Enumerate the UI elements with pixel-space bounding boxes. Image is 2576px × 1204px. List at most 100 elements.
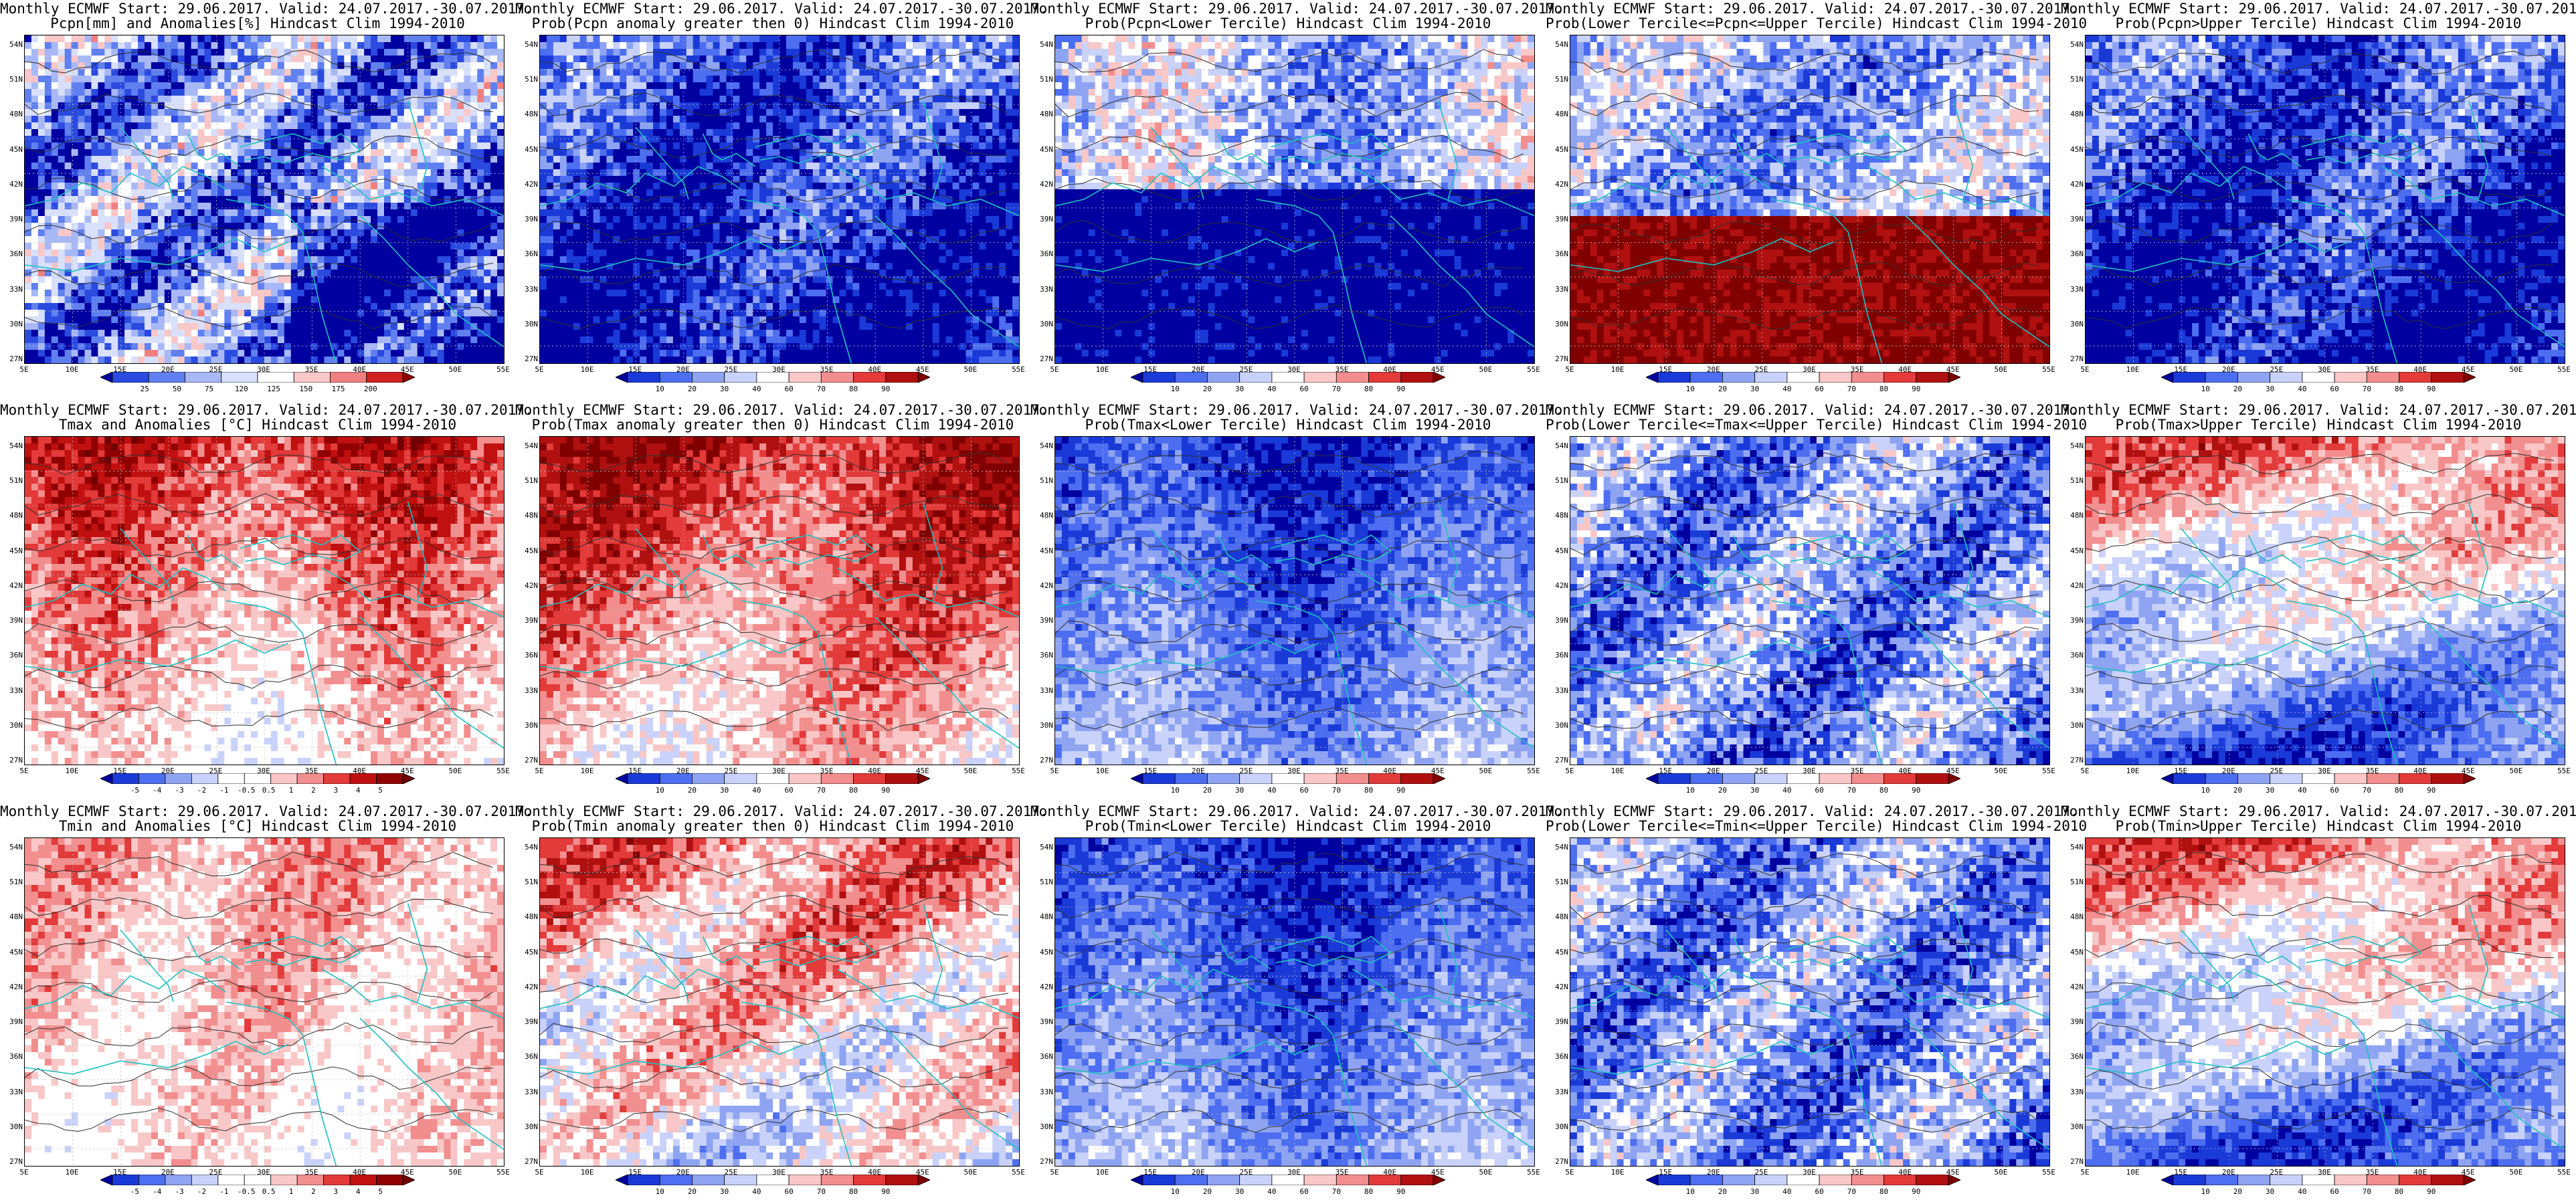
colorbar-label: 90 xyxy=(1396,385,1405,393)
colorbar-label: 3 xyxy=(334,1187,339,1196)
colorbar-label: 90 xyxy=(1396,786,1405,795)
colorbar-label: 20 xyxy=(2233,385,2242,393)
lat-label: 39N xyxy=(1033,1017,1053,1026)
colorbar-label: 30 xyxy=(1235,786,1244,795)
panel-subtitle: Prob(Tmax anomaly greater then 0) Hindca… xyxy=(515,417,1030,432)
lon-label: 45E xyxy=(1431,767,1445,775)
lat-label: 27N xyxy=(2063,1157,2084,1166)
lat-label: 51N xyxy=(3,878,23,886)
panel-subtitle: Prob(Pcpn<Lower Tercile) Hindcast Clim 1… xyxy=(1030,16,1546,31)
colorbar-label: -0.5 xyxy=(238,786,256,795)
colorbar-label: 30 xyxy=(1750,385,1759,393)
lon-label: 50E xyxy=(1479,1168,1492,1177)
colorbar-label: -3 xyxy=(175,1187,184,1196)
colorbar-label: 70 xyxy=(1847,1187,1856,1196)
colorbar-label: 60 xyxy=(1815,786,1823,795)
colorbar-label: 75 xyxy=(205,385,213,393)
map-field xyxy=(540,838,1019,1166)
colorbar-label: 2 xyxy=(311,1187,316,1196)
forecast-panel: Monthly ECMWF Start: 29.06.2017. Valid: … xyxy=(1546,803,2087,1204)
lat-label: 51N xyxy=(1548,878,1568,886)
map-area xyxy=(539,436,1020,765)
colorbar-label: 60 xyxy=(2330,1187,2338,1196)
colorbar-label: 20 xyxy=(688,385,697,393)
colorbar xyxy=(100,773,416,785)
lon-label: 45E xyxy=(1946,1168,1960,1177)
colorbar-label: 80 xyxy=(1364,786,1373,795)
lat-label: 33N xyxy=(2063,285,2084,294)
colorbar-label: 30 xyxy=(720,786,729,795)
lat-label: 27N xyxy=(3,756,23,765)
colorbar-label: 1 xyxy=(289,1187,294,1196)
colorbar-label: 20 xyxy=(688,786,697,795)
lat-label: 30N xyxy=(1033,721,1053,730)
lon-label: 5E xyxy=(1565,365,1574,374)
lat-label: 45N xyxy=(1033,546,1053,555)
colorbar xyxy=(2160,1174,2476,1186)
lat-label: 54N xyxy=(518,441,538,450)
lon-label: 10E xyxy=(581,767,594,775)
lon-label: 5E xyxy=(535,365,543,374)
lat-label: 48N xyxy=(518,511,538,520)
colorbar xyxy=(615,1174,931,1186)
lat-label: 27N xyxy=(3,355,23,363)
colorbar-label: 90 xyxy=(1912,786,1920,795)
lat-label: 30N xyxy=(1548,1122,1568,1131)
colorbar xyxy=(1645,371,1961,383)
lon-label: 50E xyxy=(2509,1168,2522,1177)
colorbar-label: 30 xyxy=(1750,786,1759,795)
panel-title: Monthly ECMWF Start: 29.06.2017. Valid: … xyxy=(2061,1,2576,16)
lat-label: 54N xyxy=(3,40,23,49)
lon-label: 55E xyxy=(496,365,510,374)
lat-label: 42N xyxy=(518,180,538,189)
colorbar-label: 150 xyxy=(299,385,312,393)
lat-label: 54N xyxy=(1033,40,1053,49)
lat-label: 45N xyxy=(3,145,23,154)
colorbar-label: 20 xyxy=(1718,385,1727,393)
lat-label: 36N xyxy=(2063,249,2084,258)
lat-label: 48N xyxy=(1548,511,1568,520)
lat-label: 51N xyxy=(1033,75,1053,84)
lat-label: 42N xyxy=(1033,983,1053,991)
colorbar-label: 40 xyxy=(752,1187,761,1196)
colorbar-label: -5 xyxy=(130,786,139,795)
lat-label: 39N xyxy=(3,215,23,223)
lat-label: 45N xyxy=(3,546,23,555)
forecast-panel: Monthly ECMWF Start: 29.06.2017. Valid: … xyxy=(0,401,533,803)
map-field xyxy=(2086,838,2565,1166)
lat-label: 39N xyxy=(518,1017,538,1026)
lat-label: 51N xyxy=(1548,476,1568,485)
panel-subtitle: Prob(Pcpn>Upper Tercile) Hindcast Clim 1… xyxy=(2061,16,2576,31)
colorbar-label: 30 xyxy=(720,1187,729,1196)
lat-label: 27N xyxy=(2063,756,2084,765)
lat-label: 42N xyxy=(1033,180,1053,189)
colorbar-label: 80 xyxy=(1879,786,1888,795)
lon-label: 45E xyxy=(401,1168,414,1177)
lat-label: 45N xyxy=(3,948,23,957)
map-area xyxy=(1054,436,1535,765)
map-area xyxy=(24,35,504,364)
lat-label: 42N xyxy=(518,581,538,590)
colorbar-label: 40 xyxy=(2298,1187,2306,1196)
colorbar-label: -5 xyxy=(130,1187,139,1196)
colorbar-label: 90 xyxy=(2427,786,2435,795)
colorbar-label: 80 xyxy=(849,1187,858,1196)
lon-label: 50E xyxy=(1994,365,2007,374)
lat-label: 54N xyxy=(2063,441,2084,450)
colorbar-label: 90 xyxy=(881,1187,890,1196)
colorbar-label: -2 xyxy=(197,1187,206,1196)
lat-label: 54N xyxy=(3,441,23,450)
lat-label: 48N xyxy=(518,110,538,118)
colorbar xyxy=(615,371,931,383)
colorbar-label: -3 xyxy=(175,786,184,795)
panel-subtitle: Tmin and Anomalies [°C] Hindcast Clim 19… xyxy=(0,819,515,833)
lat-label: 45N xyxy=(1548,145,1568,154)
lat-label: 42N xyxy=(3,180,23,189)
lat-label: 36N xyxy=(1548,651,1568,660)
lat-label: 54N xyxy=(1548,40,1568,49)
forecast-panel: Monthly ECMWF Start: 29.06.2017. Valid: … xyxy=(2061,803,2576,1204)
colorbar-label: 70 xyxy=(817,385,826,393)
lat-label: 45N xyxy=(1033,948,1053,957)
lon-label: 50E xyxy=(448,1168,462,1177)
